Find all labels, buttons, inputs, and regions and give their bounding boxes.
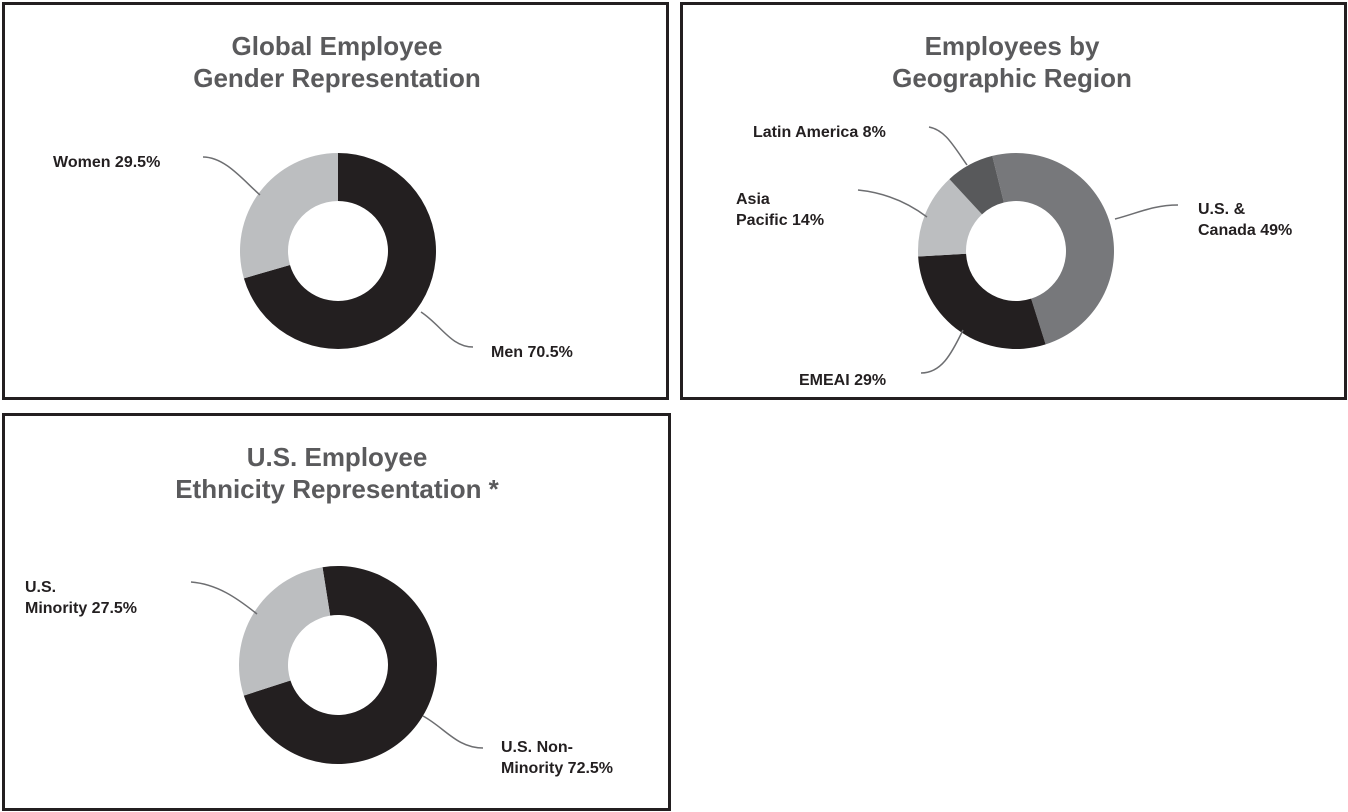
slice-label-us-non-minority: U.S. Non- Minority 72.5% — [501, 739, 613, 777]
donut-slice-women — [239, 153, 338, 279]
slice-label-asia-pacific: Asia Pacific 14% — [736, 191, 824, 229]
slice-label-latin-america: Latin America 8% — [753, 124, 886, 141]
chart-title-line: Employees by — [925, 31, 1100, 61]
gender-donut-chart: Global Employee Gender Representation Wo… — [53, 31, 573, 361]
chart-title-line: Geographic Region — [892, 63, 1132, 93]
leader-line — [190, 581, 258, 615]
chart-title-line: Gender Representation — [193, 63, 481, 93]
region-donut-chart: Employees by Geographic Region Latin Ame… — [736, 31, 1292, 389]
slice-label-women: Women 29.5% — [53, 154, 160, 171]
donut-slices — [238, 566, 437, 764]
donut-slice-u-s-minority — [238, 567, 331, 696]
leader-line — [420, 311, 474, 348]
donut-slice-emeai — [918, 253, 1046, 349]
donut-slice-u-s-non-minority — [243, 566, 437, 764]
ethnicity-donut-chart: U.S. Employee Ethnicity Representation *… — [25, 442, 613, 777]
leader-line — [422, 715, 484, 749]
region-chart-panel: Employees by Geographic Region Latin Ame… — [680, 2, 1347, 400]
chart-title-line: Ethnicity Representation * — [175, 474, 499, 504]
slice-label-us-canada: U.S. & Canada 49% — [1198, 201, 1292, 239]
chart-title-line: U.S. Employee — [247, 442, 428, 472]
ethnicity-chart-panel: U.S. Employee Ethnicity Representation *… — [2, 413, 671, 811]
donut-slice-men — [243, 153, 436, 350]
leader-line — [202, 156, 261, 196]
donut-slice-asia-pacific — [918, 179, 983, 257]
leader-line — [920, 329, 964, 374]
slice-label-emeai: EMEAI 29% — [799, 372, 886, 389]
slice-label-us-minority: U.S. Minority 27.5% — [25, 579, 137, 617]
donut-slices — [239, 153, 436, 350]
slice-label-men: Men 70.5% — [491, 344, 573, 361]
leader-line — [928, 126, 968, 166]
leader-line — [1114, 204, 1179, 220]
gender-chart-panel: Global Employee Gender Representation Wo… — [2, 2, 669, 400]
leader-line — [857, 189, 928, 218]
chart-title-line: Global Employee — [232, 31, 443, 61]
donut-slice-latin-america — [949, 155, 1004, 215]
donut-slices — [918, 153, 1114, 349]
donut-slice-u-s-canada — [992, 153, 1114, 345]
